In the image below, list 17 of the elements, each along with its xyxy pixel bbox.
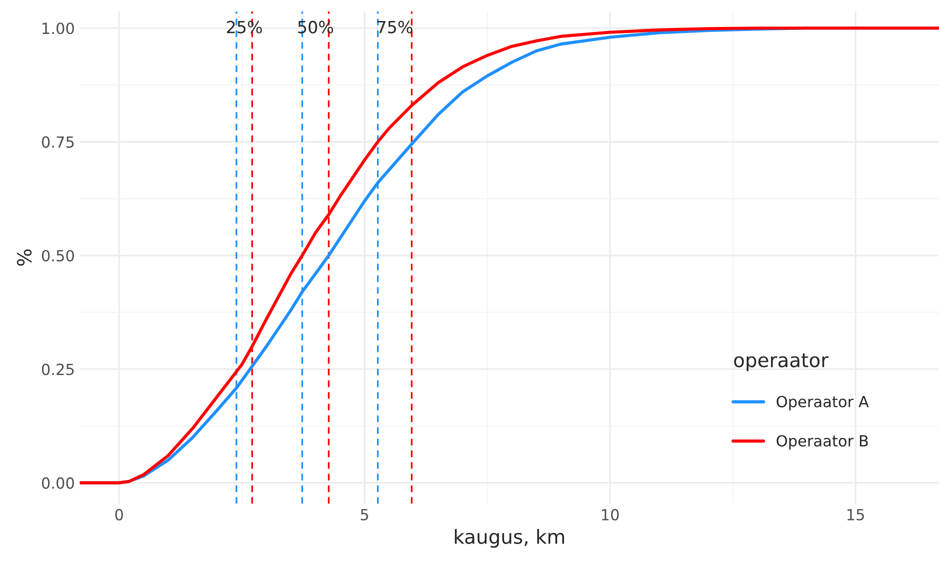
x-tick-label: 0 — [115, 508, 123, 520]
legend-title: operaator — [734, 353, 829, 372]
y-tick-label: 0.25 — [42, 364, 74, 376]
y-tick-label: 0.50 — [42, 250, 74, 262]
y-tick-label: 0.75 — [42, 136, 74, 148]
annotation: 75% — [378, 20, 412, 34]
x-tick-label: 15 — [847, 509, 864, 520]
y-tick-label: 1.00 — [42, 22, 74, 34]
y-tick-label: 0.00 — [42, 477, 74, 489]
x-tick-label: 10 — [602, 508, 619, 520]
x-axis-title: kaugus, km — [454, 528, 564, 548]
legend-label: Operaator A — [776, 396, 869, 410]
annotation: 25% — [226, 20, 262, 34]
legend-label: Operaator B — [776, 435, 868, 450]
x-tick-label: 5 — [360, 509, 368, 520]
y-axis-title: % — [16, 249, 32, 266]
annotation: 50% — [298, 20, 334, 34]
